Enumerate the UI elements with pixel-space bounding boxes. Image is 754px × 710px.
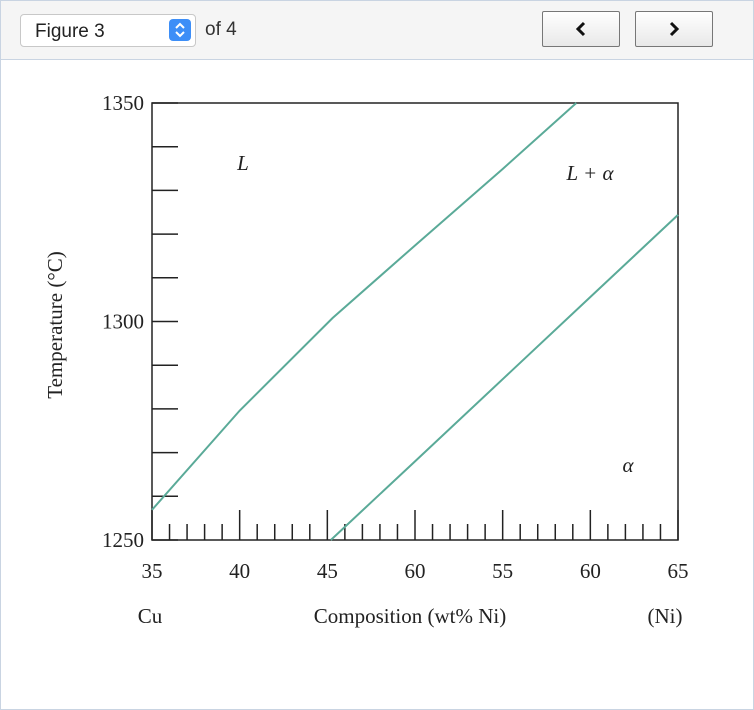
x-tick-label: 60 (405, 559, 426, 583)
x-tick-label: 60 (580, 559, 601, 583)
next-button[interactable] (635, 11, 713, 47)
phase-boundary (151, 102, 577, 511)
phase-boundary (330, 214, 679, 541)
y-tick-label: 1350 (102, 91, 144, 115)
x-label-right: (Ni) (648, 604, 683, 628)
prev-button[interactable] (542, 11, 620, 47)
x-tick-label: 40 (229, 559, 250, 583)
x-tick-label: 35 (142, 559, 163, 583)
figure-select-text: Figure 3 (35, 21, 105, 42)
annotation: L + α (566, 161, 615, 185)
toolbar: Figure 3 of 4 (1, 1, 753, 60)
chart: Cu Composition (wt% Ni) (Ni) Temperature… (43, 91, 689, 628)
figure-select[interactable]: Figure 3 (20, 14, 196, 47)
x-tick-label: 45 (317, 559, 338, 583)
annotation: L (236, 151, 249, 175)
annotation: α (622, 453, 634, 477)
select-chevron (169, 19, 191, 41)
x-label-left: Cu (138, 604, 163, 628)
y-label: Temperature (°C) (43, 251, 67, 398)
y-tick-label: 1300 (102, 310, 144, 334)
x-label: Composition (wt% Ni) (314, 604, 507, 628)
x-tick-label: 65 (668, 559, 689, 583)
figure-count: of 4 (205, 19, 237, 40)
y-tick-label: 1250 (102, 528, 144, 552)
x-tick-label: 55 (492, 559, 513, 583)
